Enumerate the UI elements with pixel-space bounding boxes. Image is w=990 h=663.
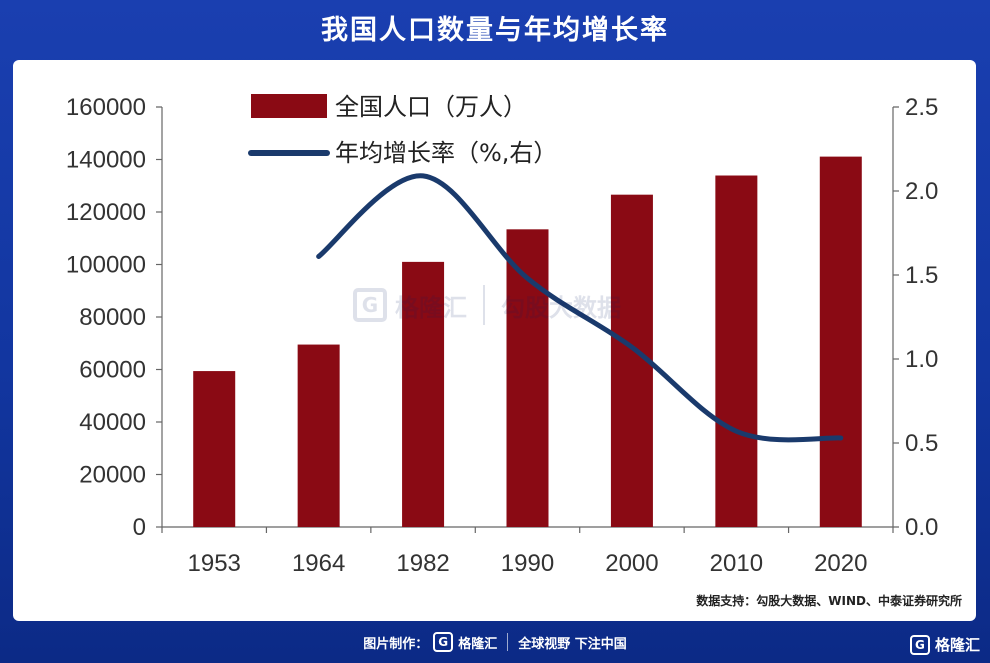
left-tick-label: 40000 [79, 409, 146, 436]
left-tick-label: 100000 [66, 252, 146, 279]
footer: 图片制作： G 格隆汇 全球视野 下注中国 [0, 627, 990, 657]
right-tick-label: 0.0 [905, 514, 938, 541]
chart-svg: 0 20000 40000 60000 80000 100000 120000 140000 1… [66, 93, 938, 577]
x-tick-label: 1953 [188, 550, 241, 577]
footer-prefix: 图片制作： [363, 636, 429, 652]
corner-logo-icon: G [909, 634, 930, 655]
bar [402, 261, 445, 527]
left-tick-label: 60000 [79, 357, 146, 384]
left-tick-label: 160000 [66, 94, 146, 121]
bar [193, 371, 236, 527]
legend-line-label: 年均增长率（%,右） [335, 139, 557, 167]
corner-logo-brand: 格隆汇 [934, 636, 980, 654]
x-tick-label: 2000 [605, 550, 658, 577]
left-tick-label: 0 [133, 514, 146, 541]
x-tick-label: 1990 [501, 550, 554, 577]
growth-rate-line [316, 173, 844, 443]
right-tick-label: 0.5 [905, 430, 938, 457]
left-tick-label: 120000 [66, 199, 146, 226]
bar [297, 344, 340, 527]
right-tick-label: 2.5 [905, 94, 938, 121]
page-title: 我国人口数量与年均增长率 [321, 15, 669, 46]
footer-slogan: 全球视野 下注中国 [518, 636, 627, 652]
legend-bar-label: 全国人口（万人） [335, 93, 527, 121]
corner-logo: G 格隆汇 [905, 634, 980, 655]
legend-bar-swatch [251, 94, 327, 118]
left-tick-label: 80000 [79, 304, 146, 331]
left-tick-label: 20000 [79, 462, 146, 489]
x-tick-label: 1982 [396, 550, 449, 577]
right-tick-label: 1.0 [905, 346, 938, 373]
chart-card: 0 20000 40000 60000 80000 100000 120000 140000 1… [13, 60, 976, 621]
right-tick-label: 1.5 [905, 262, 938, 289]
footer-brand: 格隆汇 [458, 636, 498, 652]
x-tick-label: 2020 [814, 550, 867, 577]
left-tick-label: 140000 [66, 147, 146, 174]
source-note: 数据支持：勾股大数据、WIND、中泰证券研究所 [696, 594, 962, 608]
footer-divider [507, 633, 509, 651]
bar [715, 175, 758, 527]
x-tick-label: 2010 [710, 550, 763, 577]
bar [506, 229, 549, 527]
bar [819, 156, 862, 528]
x-tick-label: 1964 [292, 550, 345, 577]
right-tick-label: 2.0 [905, 178, 938, 205]
footer-logo-icon: G [433, 632, 454, 652]
